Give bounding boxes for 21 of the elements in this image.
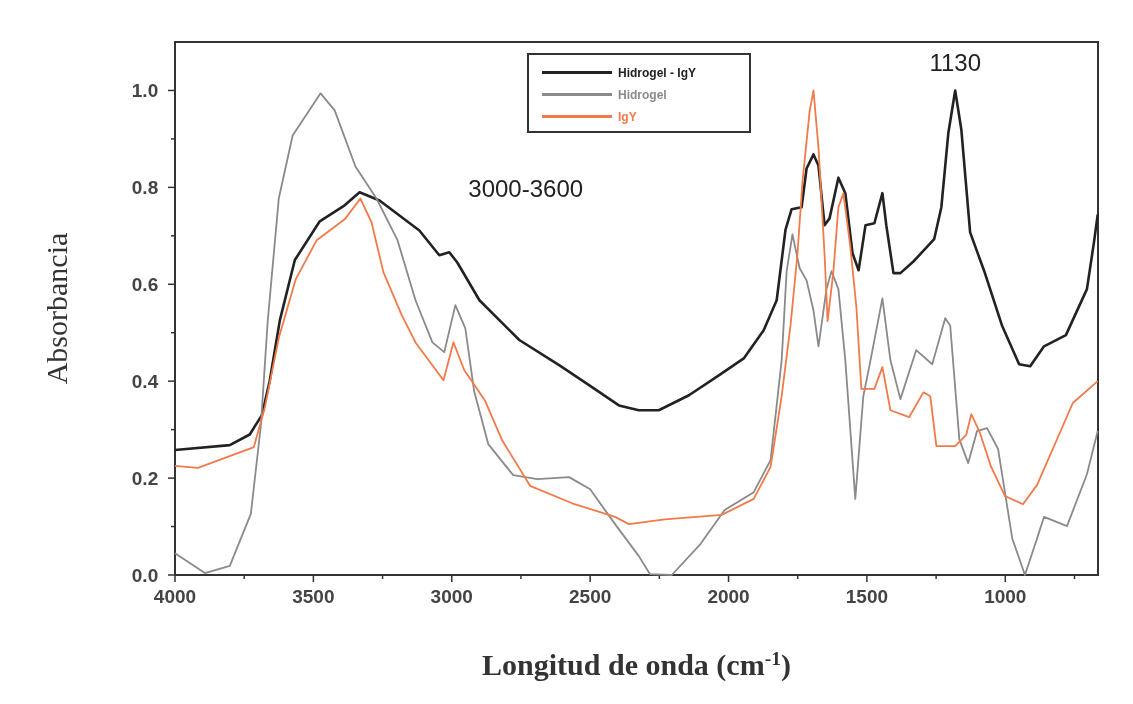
- y-tick-label: 0.0: [131, 565, 159, 586]
- x-tick-label: 3000: [430, 586, 473, 607]
- x-tick-label: 3500: [292, 586, 335, 607]
- y-tick-label: 1.0: [131, 80, 159, 102]
- y-tick-label: 0.2: [131, 468, 159, 490]
- x-tick-label: 1500: [845, 586, 889, 607]
- y-axis-title: Absorbancia: [40, 232, 73, 385]
- x-tick-label: 2000: [707, 586, 750, 607]
- text: Hidrogel - IgY: [618, 66, 696, 80]
- x-tick-label: 2500: [569, 586, 612, 607]
- text: Hidrogel: [618, 88, 667, 102]
- x-tick-label: 4000: [153, 586, 197, 607]
- annotation: 3000-3600: [468, 175, 584, 203]
- text: IgY: [618, 110, 637, 124]
- x-tick-label: 1000: [984, 586, 1027, 607]
- annotation: 1130: [929, 49, 981, 77]
- y-tick-label: 0.6: [131, 274, 159, 296]
- y-tick-label: 0.4: [131, 371, 159, 393]
- x-axis-title: Longitud de onda (cm$^{-1}$): [482, 647, 791, 682]
- y-tick-label: 0.8: [131, 177, 159, 199]
- line-series: [173, 89, 1100, 452]
